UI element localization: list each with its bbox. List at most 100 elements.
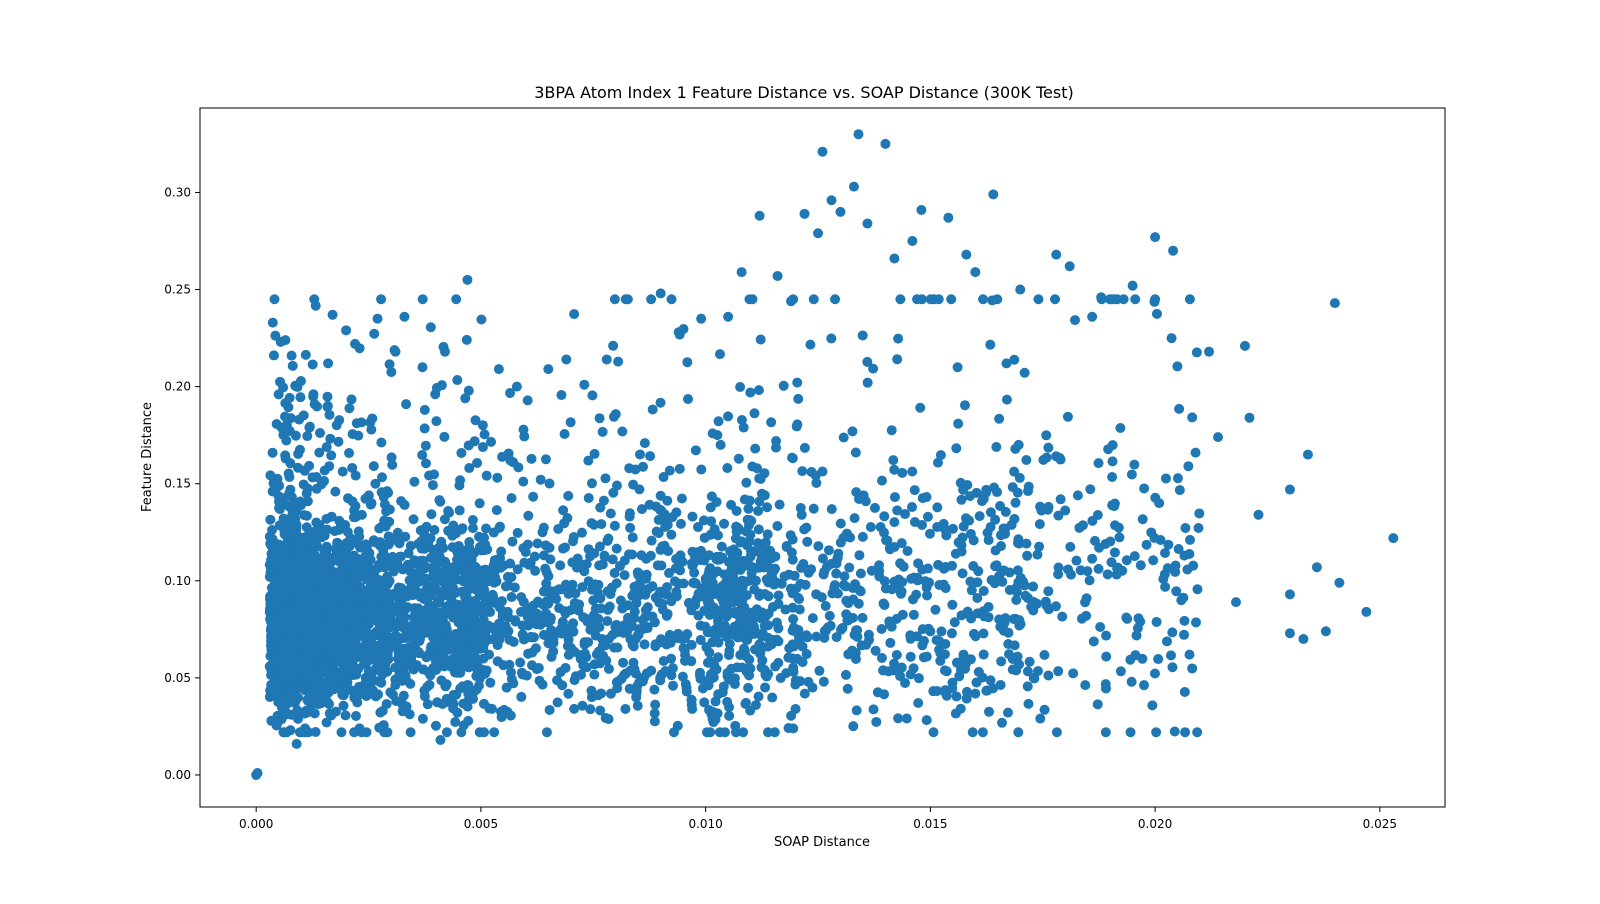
data-point <box>474 635 485 646</box>
data-point <box>749 408 760 419</box>
data-point <box>736 557 747 568</box>
data-point <box>1022 666 1033 677</box>
data-point <box>430 720 441 731</box>
data-point <box>619 570 630 581</box>
data-point <box>713 585 724 596</box>
data-point <box>1121 555 1132 566</box>
data-point <box>878 527 889 538</box>
data-point <box>735 382 746 392</box>
data-point <box>650 639 661 650</box>
data-point <box>545 613 556 623</box>
data-point <box>1187 412 1198 423</box>
data-point <box>595 502 606 513</box>
data-point <box>1043 586 1054 597</box>
data-point <box>595 593 606 604</box>
data-point <box>848 721 859 732</box>
data-point <box>1149 532 1160 543</box>
data-point <box>1100 727 1111 738</box>
data-point <box>353 554 364 565</box>
data-point <box>425 322 436 333</box>
data-point <box>1137 514 1148 525</box>
data-point <box>409 476 420 487</box>
data-point <box>797 466 808 477</box>
data-point <box>355 606 366 617</box>
data-point <box>1028 672 1039 683</box>
data-point <box>844 562 855 573</box>
data-point <box>1012 537 1023 548</box>
data-point <box>1036 505 1047 516</box>
data-point <box>704 597 715 608</box>
data-point <box>539 550 550 561</box>
data-point <box>806 564 817 575</box>
data-point <box>763 727 774 738</box>
data-point <box>716 541 727 552</box>
data-point <box>966 585 977 596</box>
data-point <box>773 598 784 609</box>
data-point <box>401 591 412 602</box>
data-point <box>313 608 324 619</box>
data-point <box>328 631 339 642</box>
data-point <box>417 362 428 373</box>
data-point <box>1147 700 1158 711</box>
data-point <box>992 294 1003 305</box>
data-point <box>1102 569 1113 580</box>
data-point <box>347 429 358 440</box>
data-point <box>718 627 729 638</box>
data-point <box>583 544 594 555</box>
data-point <box>939 665 950 676</box>
data-point <box>515 657 526 668</box>
data-point <box>735 590 746 601</box>
data-point <box>311 662 322 673</box>
data-point <box>523 510 534 521</box>
data-point <box>1192 727 1203 738</box>
data-point <box>305 530 316 541</box>
data-point <box>1043 442 1054 453</box>
data-point <box>458 562 469 573</box>
data-point <box>587 390 598 401</box>
data-point <box>344 403 355 414</box>
data-point <box>909 485 920 496</box>
data-point <box>631 692 642 703</box>
data-point <box>1085 484 1096 495</box>
data-point <box>368 461 379 472</box>
data-point <box>871 716 882 727</box>
data-point <box>753 691 764 702</box>
data-point <box>959 400 970 411</box>
data-point <box>452 667 463 678</box>
data-point <box>1015 284 1026 295</box>
data-point <box>647 404 658 415</box>
data-point <box>932 457 943 468</box>
data-point <box>340 567 351 578</box>
data-point <box>631 598 642 609</box>
data-point <box>293 692 304 703</box>
data-point <box>723 311 734 322</box>
data-point <box>466 575 477 586</box>
data-point <box>682 357 693 368</box>
data-point <box>552 675 563 686</box>
data-point <box>440 681 451 692</box>
data-point <box>657 598 668 609</box>
data-point <box>1115 422 1126 433</box>
data-point <box>377 705 388 716</box>
data-point <box>687 558 698 569</box>
data-point <box>672 720 683 731</box>
data-point <box>344 541 355 552</box>
data-point <box>742 634 753 645</box>
data-point <box>866 565 877 576</box>
data-point <box>470 602 481 613</box>
data-point <box>940 638 951 649</box>
data-point <box>468 625 479 636</box>
data-point <box>594 541 605 552</box>
data-point <box>354 582 365 593</box>
data-point <box>613 627 624 638</box>
y-tick-label: 0.10 <box>164 574 191 588</box>
data-point <box>422 699 433 710</box>
data-point <box>985 507 996 518</box>
data-point <box>548 646 559 657</box>
data-point <box>492 472 503 483</box>
data-point <box>408 514 419 525</box>
data-point <box>772 520 783 531</box>
data-point <box>526 453 537 464</box>
data-point <box>933 294 944 305</box>
